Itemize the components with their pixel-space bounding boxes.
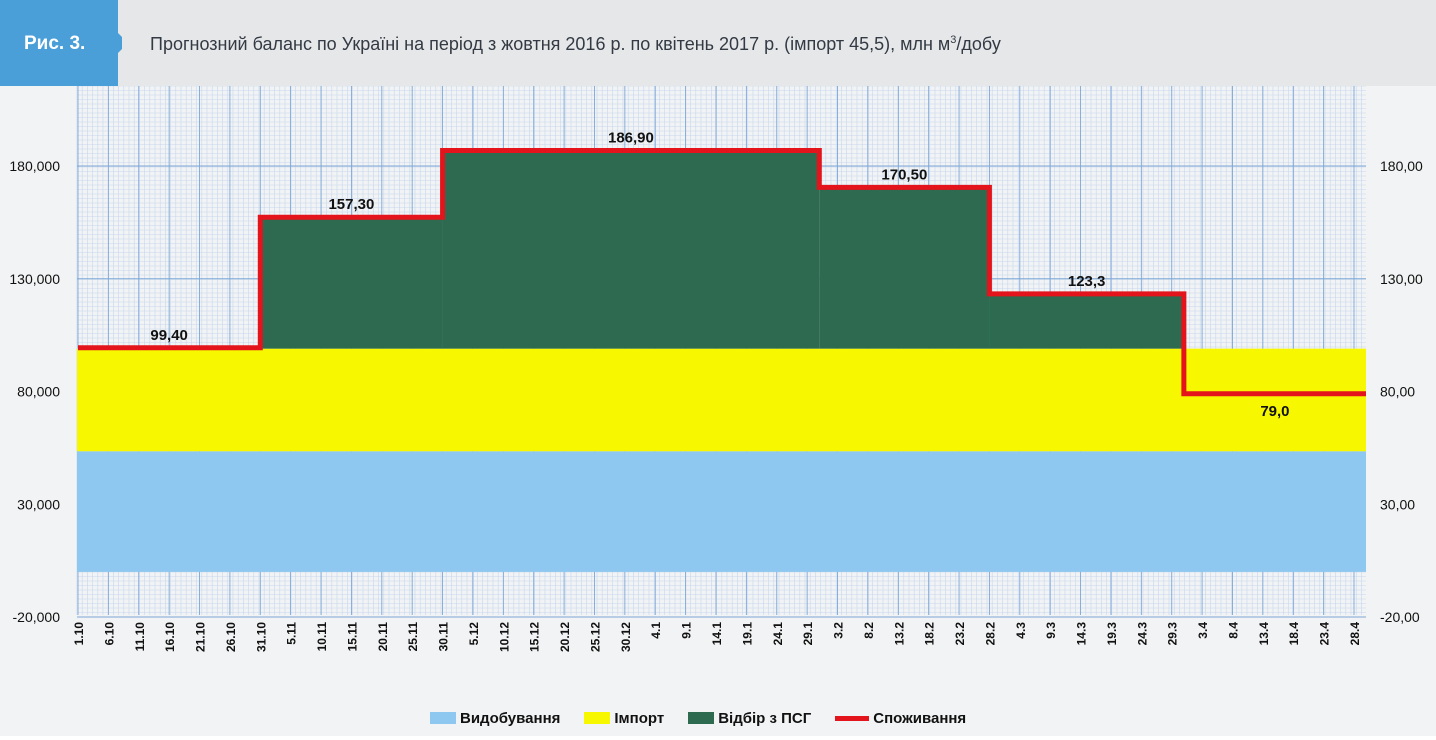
x-tick-label: 6.10 [102,622,116,646]
consumption-data-label: 157,30 [328,196,374,213]
chart-title-superscript: 3 [950,34,957,46]
x-tick-label: 9.1 [680,622,694,639]
y-tick-label-left: -20,000 [13,609,61,625]
x-tick-label: 18.2 [923,622,937,646]
legend-item: Імпорт [584,710,664,727]
x-tick-label: 8.2 [862,622,876,639]
chart-legend: Видобування Імпорт Відбір з ПСГ Споживання [430,708,980,728]
x-tick-label: 26.10 [224,622,238,652]
x-tick-label: 23.2 [953,622,967,646]
legend-item: Видобування [430,710,560,727]
legend-swatch [835,715,870,721]
legend-label: Споживання [873,709,967,727]
x-tick-label: 30.11 [437,622,451,652]
consumption-data-label: 186,90 [608,129,654,146]
area-import [77,348,1366,452]
x-tick-label: 23.4 [1318,622,1332,646]
x-tick-label: 3.4 [1196,622,1210,639]
chart-title-unit-end: /добу [956,34,1001,54]
legend-item: Споживання [835,710,966,727]
area-storage-segment [442,150,820,349]
x-tick-label: 28.2 [983,622,997,646]
x-tick-label: 31.10 [254,622,268,652]
y-tick-label-left: 180,000 [9,158,60,174]
x-tick-label: 13.4 [1257,622,1271,646]
x-tick-label: 8.4 [1226,622,1240,639]
x-tick-label: 13.2 [892,622,906,646]
figure-header: Рис. 3. Прогнозний баланс по Україні на … [0,0,1436,86]
legend-item: Відбір з ПСГ [688,710,811,727]
x-tick-label: 9.3 [1044,622,1058,639]
legend-swatch [688,712,715,724]
x-tick-label: 24.3 [1135,622,1149,646]
consumption-line [78,147,1366,397]
x-tick-label: 19.1 [740,622,754,646]
x-tick-label: 21.10 [194,622,208,652]
chart-title: Прогнозний баланс по Україні на період з… [150,34,1001,55]
x-tick-label: 10.12 [497,622,511,652]
area-storage-segment [260,217,443,349]
x-tick-label: 29.3 [1166,622,1180,646]
x-tick-label: 16.10 [163,622,177,652]
x-tick-label: 25.12 [588,622,602,652]
legend-label: Імпорт [614,709,665,727]
x-tick-label: 11.10 [133,622,147,652]
x-tick-label: 24.1 [771,622,785,646]
consumption-data-label: 79,0 [1260,403,1289,420]
y-tick-label-left: 30,000 [17,496,60,512]
y-tick-label-right: 30,00 [1380,496,1415,512]
consumption-data-label: 170,50 [881,166,927,183]
x-tick-label: 1.10 [72,622,86,646]
x-tick-label: 28.4 [1348,622,1362,646]
legend-swatch [584,712,611,724]
x-tick-label: 5.12 [467,622,481,646]
x-tick-label: 14.3 [1075,622,1089,646]
area-storage-segment [989,293,1184,349]
x-tick-label: 15.12 [528,622,542,652]
x-tick-label: 19.3 [1105,622,1119,646]
x-tick-label: 10.11 [315,622,329,652]
x-tick-label: 18.4 [1287,622,1301,646]
x-tick-label: 3.2 [832,622,846,639]
consumption-data-label: 99,40 [150,327,188,344]
y-tick-label-left: 130,000 [9,271,60,287]
y-tick-label-right: 180,00 [1380,158,1423,174]
y-tick-label-right: 130,00 [1380,271,1423,287]
x-tick-label: 5.11 [285,622,299,645]
chart-title-text: Прогнозний баланс по Україні на період з… [150,34,951,54]
y-tick-label-left: 80,000 [17,384,60,400]
x-tick-label: 15.11 [345,622,359,652]
x-tick-label: 4.3 [1014,622,1028,639]
y-tick-label-right: 80,00 [1380,384,1415,400]
x-tick-label: 20.12 [558,622,572,652]
figure-number-label: Рис. 3. [24,33,86,54]
x-tick-label: 30.12 [619,622,633,652]
figure-number-tag: Рис. 3. [0,0,122,86]
area-production [77,451,1366,572]
y-tick-label-right: -20,00 [1380,609,1420,625]
x-tick-label: 25.11 [406,622,420,652]
x-tick-label: 29.1 [801,622,815,646]
area-storage-segment [819,187,990,349]
x-tick-label: 20.11 [376,622,390,652]
consumption-data-label: 123,3 [1068,273,1106,290]
balance-chart: 99,40 157,30 186,90 170,50 123,3 79,0 180,000 1… [9,86,1423,652]
legend-swatch [430,712,456,724]
legend-label: Відбір з ПСГ [718,709,812,727]
x-tick-label: 4.1 [649,622,663,639]
x-tick-label: 14.1 [710,622,724,646]
legend-label: Видобування [460,709,561,727]
